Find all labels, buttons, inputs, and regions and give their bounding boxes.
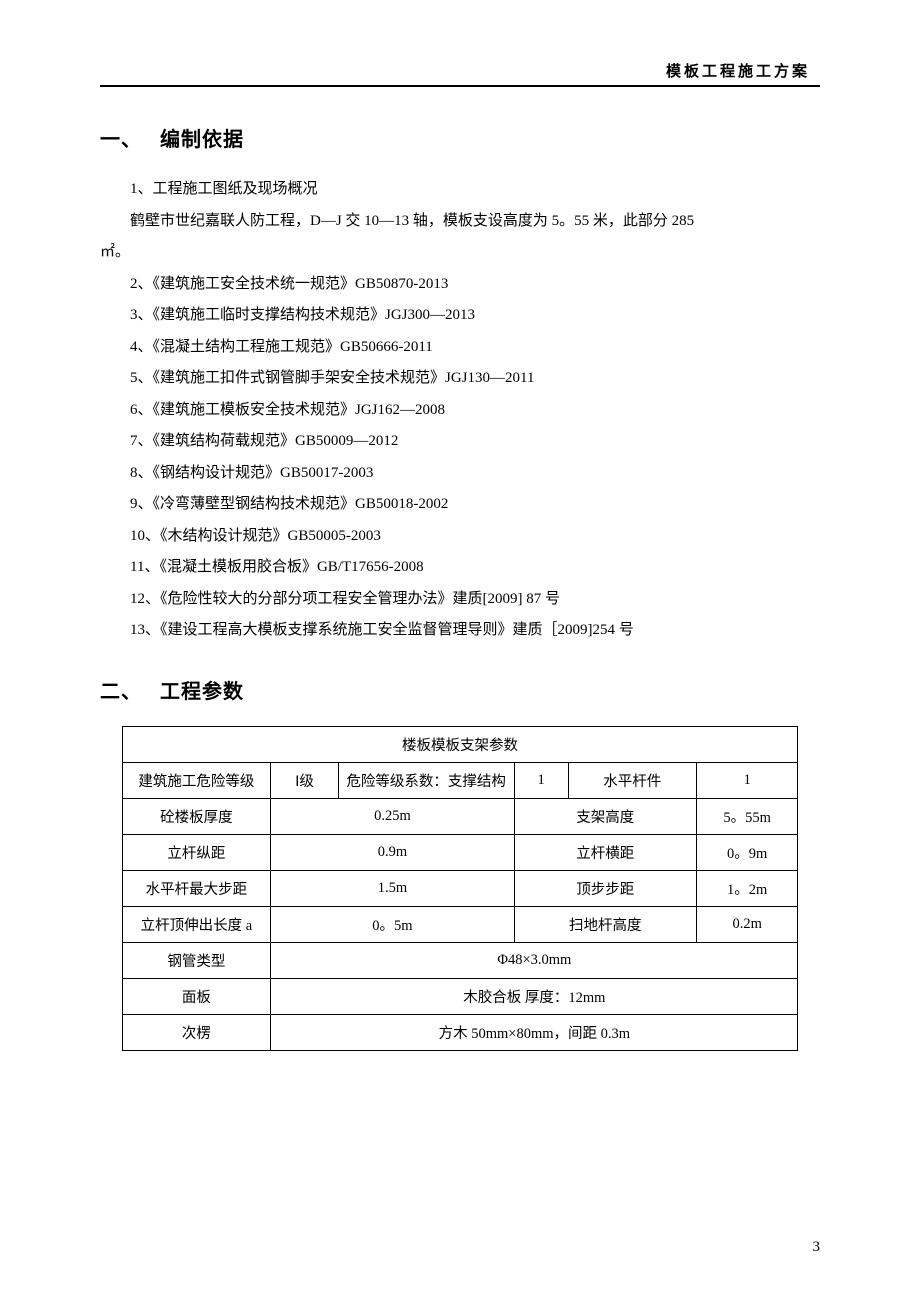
table-row: 立杆顶伸出长度 a 0。5m 扫地杆高度 0.2m <box>122 906 798 942</box>
header-rule <box>100 85 820 87</box>
section-1-heading: 一、编制依据 <box>100 123 820 152</box>
section-1-body: 1、工程施工图纸及现场概况 鹤壁市世纪嘉联人防工程，D—J 交 10—13 轴，… <box>100 174 820 647</box>
table-row: 建筑施工危险等级 Ⅰ级 危险等级系数：支撑结构 1 水平杆件 1 <box>122 762 798 798</box>
list-item: 13、《建设工程高大模板支撑系统施工安全监督管理导则》建质［2009]254 号 <box>100 615 820 647</box>
table-cell: 建筑施工危险等级 <box>122 762 271 798</box>
table-cell: 木胶合板 厚度：12mm <box>271 978 798 1014</box>
table-cell: 水平杆件 <box>568 762 696 798</box>
section-1-number: 一、 <box>100 123 160 152</box>
table-cell: 钢管类型 <box>122 942 271 978</box>
table-cell: Ⅰ级 <box>271 762 339 798</box>
page: 模板工程施工方案 一、编制依据 1、工程施工图纸及现场概况 鹤壁市世纪嘉联人防工… <box>0 0 920 1091</box>
table-cell: 顶步步距 <box>514 870 696 906</box>
table-cell: 5。55m <box>697 798 798 834</box>
list-item: 12、《危险性较大的分部分项工程安全管理办法》建质[2009] 87 号 <box>100 584 820 616</box>
section-2-number: 二、 <box>100 675 160 704</box>
list-item: 2、《建筑施工安全技术统一规范》GB50870-2013 <box>100 269 820 301</box>
table-cell: 0.2m <box>697 906 798 942</box>
list-item: 鹤壁市世纪嘉联人防工程，D—J 交 10—13 轴，模板支设高度为 5。55 米… <box>100 206 820 238</box>
table-row: 面板 木胶合板 厚度：12mm <box>122 978 798 1014</box>
table-title-cell: 楼板模板支架参数 <box>122 726 798 762</box>
table-cell: 立杆顶伸出长度 a <box>122 906 271 942</box>
table-cell: 0。5m <box>271 906 514 942</box>
table-cell: 1 <box>514 762 568 798</box>
list-item: 3、《建筑施工临时支撑结构技术规范》JGJ300—2013 <box>100 300 820 332</box>
table-row: 砼楼板厚度 0.25m 支架高度 5。55m <box>122 798 798 834</box>
table-cell: Φ48×3.0mm <box>271 942 798 978</box>
list-item: 9、《冷弯薄壁型钢结构技术规范》GB50018-2002 <box>100 489 820 521</box>
page-number: 3 <box>813 1239 821 1256</box>
table-cell: 面板 <box>122 978 271 1014</box>
table-cell: 0.25m <box>271 798 514 834</box>
table-cell: 砼楼板厚度 <box>122 798 271 834</box>
table-cell: 次楞 <box>122 1014 271 1050</box>
table-row: 立杆纵距 0.9m 立杆横距 0。9m <box>122 834 798 870</box>
list-item: 10、《木结构设计规范》GB50005-2003 <box>100 521 820 553</box>
table-cell: 1.5m <box>271 870 514 906</box>
table-row: 次楞 方木 50mm×80mm，间距 0.3m <box>122 1014 798 1050</box>
table-cell: 方木 50mm×80mm，间距 0.3m <box>271 1014 798 1050</box>
table-cell: 0.9m <box>271 834 514 870</box>
table-cell: 扫地杆高度 <box>514 906 696 942</box>
table-row: 钢管类型 Φ48×3.0mm <box>122 942 798 978</box>
section-2-title: 工程参数 <box>160 681 244 703</box>
table-cell: 1。2m <box>697 870 798 906</box>
table-cell: 水平杆最大步距 <box>122 870 271 906</box>
table-cell: 1 <box>697 762 798 798</box>
table-cell: 0。9m <box>697 834 798 870</box>
list-item: 11、《混凝土模板用胶合板》GB/T17656-2008 <box>100 552 820 584</box>
list-item: 7、《建筑结构荷载规范》GB50009—2012 <box>100 426 820 458</box>
table-row: 楼板模板支架参数 <box>122 726 798 762</box>
list-item: 8、《钢结构设计规范》GB50017-2003 <box>100 458 820 490</box>
list-item: 6、《建筑施工模板安全技术规范》JGJ162—2008 <box>100 395 820 427</box>
list-item: ㎡。 <box>100 237 820 269</box>
table-row: 水平杆最大步距 1.5m 顶步步距 1。2m <box>122 870 798 906</box>
list-item: 1、工程施工图纸及现场概况 <box>100 174 820 206</box>
list-item: 5、《建筑施工扣件式钢管脚手架安全技术规范》JGJ130—2011 <box>100 363 820 395</box>
table-cell: 危险等级系数：支撑结构 <box>338 762 514 798</box>
table-cell: 立杆横距 <box>514 834 696 870</box>
parameters-table: 楼板模板支架参数 建筑施工危险等级 Ⅰ级 危险等级系数：支撑结构 1 水平杆件 … <box>122 726 799 1051</box>
section-1-title: 编制依据 <box>160 129 244 151</box>
table-cell: 支架高度 <box>514 798 696 834</box>
section-2-heading: 二、工程参数 <box>100 675 820 704</box>
running-header: 模板工程施工方案 <box>100 60 820 81</box>
list-item: 4、《混凝土结构工程施工规范》GB50666-2011 <box>100 332 820 364</box>
table-cell: 立杆纵距 <box>122 834 271 870</box>
